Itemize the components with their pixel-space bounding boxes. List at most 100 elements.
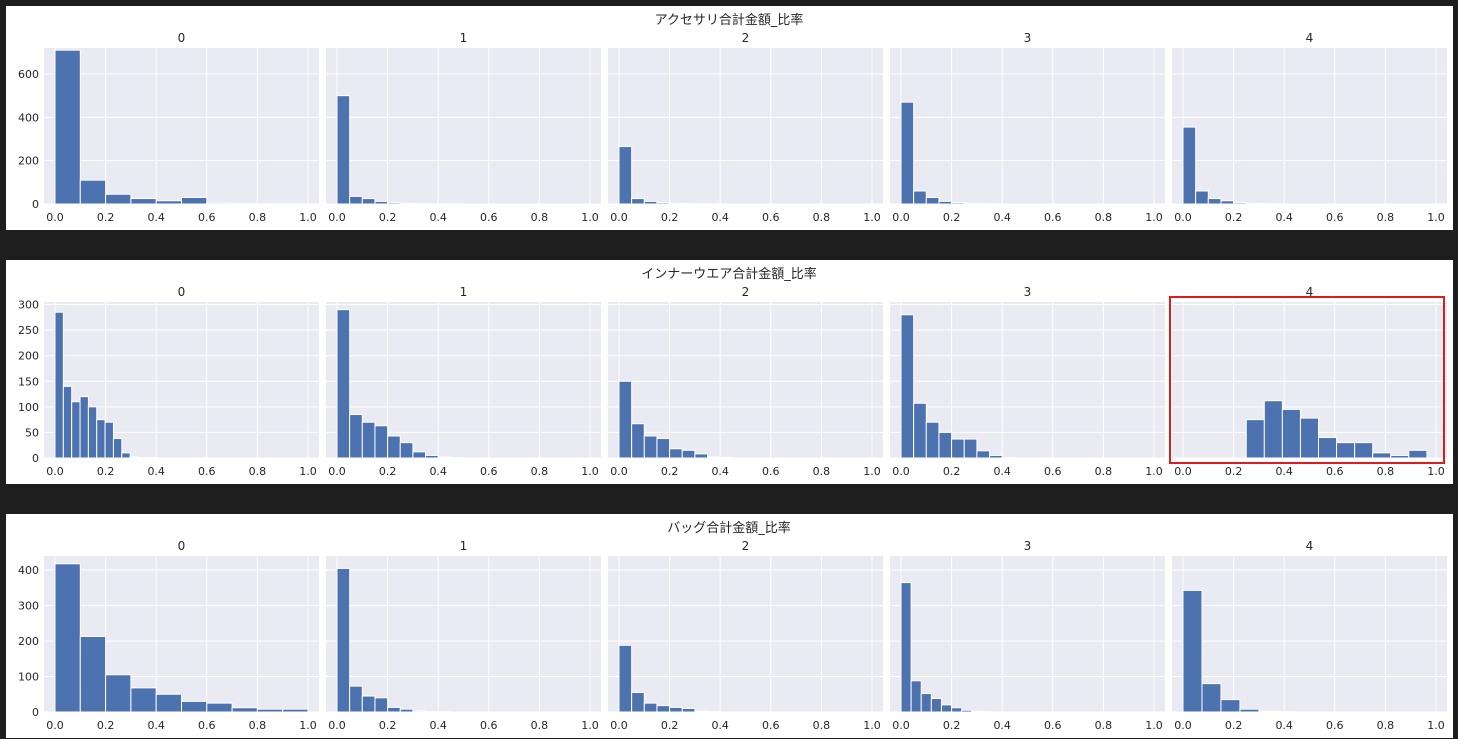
x-tick-label: 0.0 [328, 719, 346, 732]
x-tick-label: 0.4 [711, 465, 729, 478]
x-tick-label: 0.6 [1044, 465, 1062, 478]
x-tick-label: 1.0 [1427, 211, 1445, 224]
panel-background [326, 48, 601, 204]
x-tick-label: 0.6 [198, 465, 216, 478]
histogram-bar [399, 442, 414, 459]
facet-panel-2: 2 0.0 0.2 0.4 0.6 0.8 1.0 [608, 539, 883, 732]
x-tick-label: 0.0 [610, 211, 628, 224]
x-tick-label: 0.6 [762, 719, 780, 732]
facet-title: 0 [178, 539, 186, 553]
histogram-bar [618, 644, 633, 713]
histogram-bar [669, 706, 683, 713]
figure-row-accessory: アクセサリ合計金額_比率 0 0.0 0.2 0.4 0.6 0.8 1.0 0 200 400 6… [6, 6, 1453, 230]
x-tick-label: 1.0 [299, 465, 317, 478]
x-tick-label: 0.8 [531, 719, 549, 732]
histogram-bar [137, 456, 148, 459]
x-tick-label: 0.4 [993, 211, 1011, 224]
x-tick-label: 1.0 [1145, 211, 1163, 224]
facet-panel-1: 1 0.0 0.2 0.4 0.6 0.8 1.0 [326, 285, 601, 478]
facet-title: 1 [460, 539, 468, 553]
x-tick-label: 0.6 [762, 211, 780, 224]
x-tick-label: 0.0 [46, 211, 64, 224]
x-tick-label: 0.8 [1377, 719, 1395, 732]
y-tick-label: 400 [18, 111, 39, 124]
x-tick-label: 1.0 [863, 465, 881, 478]
histogram-bar [206, 702, 233, 713]
histogram-bar [1201, 683, 1222, 713]
histogram-bar [1263, 400, 1283, 459]
x-tick-label: 0.2 [661, 719, 679, 732]
x-tick-label: 0.8 [1095, 719, 1113, 732]
histogram-bar [1354, 442, 1374, 459]
histogram-bar [951, 438, 965, 459]
histogram-bar [231, 707, 258, 713]
histogram-bar [79, 635, 107, 713]
facet-panel-0: 0 0.0 0.2 0.4 0.6 0.8 1.0 0 200 400 600 [18, 31, 319, 224]
histogram-bar [1220, 699, 1241, 713]
histogram-bar [900, 101, 915, 205]
histogram-bar [112, 438, 123, 459]
histogram-bar [104, 421, 114, 459]
facet-panel-3: 3 0.0 0.2 0.4 0.6 0.8 1.0 [890, 31, 1165, 224]
histogram-bar [669, 202, 683, 205]
x-tick-label: 0.6 [198, 719, 216, 732]
histogram-bar [963, 202, 978, 205]
histogram-bar [336, 567, 351, 713]
histogram-bar [79, 396, 89, 459]
y-tick-label: 50 [25, 426, 39, 439]
histogram-bar [399, 202, 414, 205]
x-tick-label: 0.2 [943, 719, 961, 732]
histogram-bar [105, 674, 132, 713]
histogram-bar [1281, 408, 1301, 459]
figure-row-innerwear: インナーウエア合計金額_比率 0 0.0 0.2 0.4 0.6 0.8 1.0 0 50 100… [6, 260, 1453, 484]
histogram-bar [412, 451, 427, 459]
x-tick-label: 0.2 [943, 211, 961, 224]
facet-panel-3: 3 0.0 0.2 0.4 0.6 0.8 1.0 [890, 539, 1165, 732]
facet-title: 3 [1024, 539, 1032, 553]
histogram-bar [669, 448, 683, 459]
histogram-bar [155, 200, 182, 205]
histogram-bar [631, 423, 645, 459]
x-tick-label: 0.6 [1326, 465, 1344, 478]
histogram-bar [920, 693, 932, 713]
x-tick-label: 0.2 [661, 211, 679, 224]
histogram-grid-bag: バッグ合計金額_比率 0 0.0 0.2 0.4 0.6 0.8 1.0 0 100 200 300… [18, 520, 1447, 732]
histogram-bar [54, 49, 81, 205]
histogram-bar [913, 190, 927, 205]
x-tick-label: 1.0 [1145, 465, 1163, 478]
facet-title: 3 [1024, 285, 1032, 299]
x-tick-label: 0.0 [892, 465, 910, 478]
histogram-bar [951, 707, 963, 713]
figure-title: アクセサリ合計金額_比率 [655, 12, 804, 28]
histogram-bar [374, 200, 389, 205]
y-tick-label: 100 [18, 401, 39, 414]
histogram-bar [387, 435, 401, 459]
x-tick-label: 0.2 [1225, 465, 1243, 478]
histogram-bar [361, 695, 376, 713]
facet-panel-1: 1 0.0 0.2 0.4 0.6 0.8 1.0 [326, 31, 601, 224]
y-tick-label: 0 [32, 706, 39, 719]
x-tick-label: 1.0 [299, 719, 317, 732]
x-tick-label: 1.0 [1145, 719, 1163, 732]
histogram-bar [336, 95, 351, 205]
histogram-bar [681, 707, 696, 713]
histogram-bar [425, 454, 439, 459]
facet-title: 2 [742, 539, 750, 553]
x-tick-label: 0.6 [480, 719, 498, 732]
histogram-bar [1408, 449, 1428, 459]
facet-title: 4 [1306, 539, 1314, 553]
y-tick-label: 0 [32, 198, 39, 211]
panel-background [1172, 48, 1447, 204]
histogram-bar [87, 406, 98, 459]
histogram-bar [361, 421, 376, 459]
x-tick-label: 0.0 [892, 211, 910, 224]
x-tick-label: 0.2 [1225, 211, 1243, 224]
x-tick-label: 0.4 [993, 465, 1011, 478]
histogram-bar [656, 705, 671, 713]
x-tick-label: 0.6 [480, 465, 498, 478]
x-tick-label: 0.6 [1044, 719, 1062, 732]
histogram-bar [900, 582, 912, 713]
histogram-bar [1245, 202, 1260, 205]
histogram-bar [681, 449, 696, 459]
x-tick-label: 0.0 [892, 719, 910, 732]
